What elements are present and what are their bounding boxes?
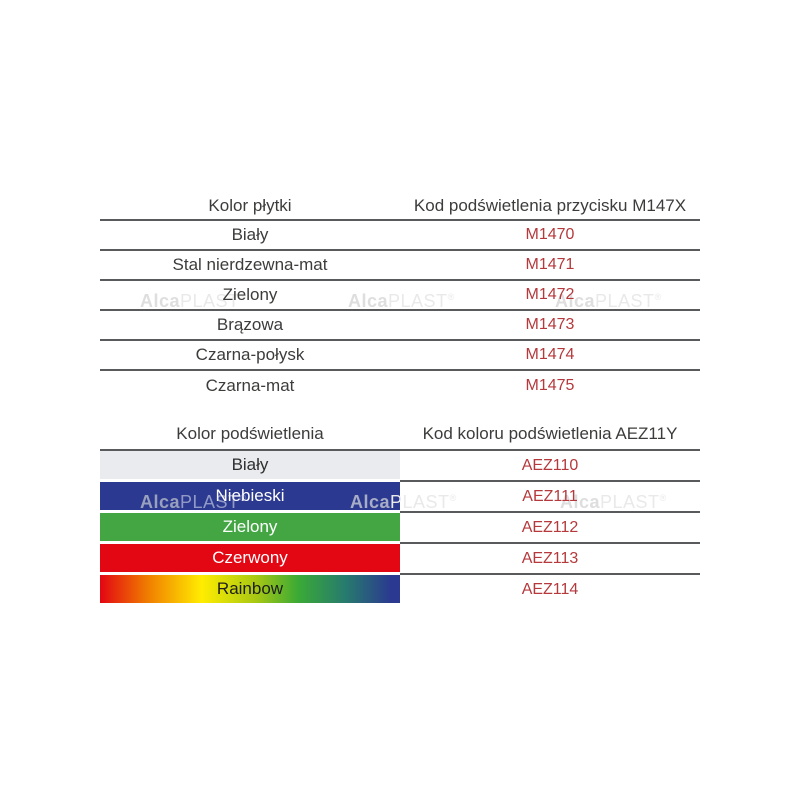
backlight-color-name: Rainbow: [216, 579, 284, 598]
plate-color-name: Brązowa: [216, 315, 284, 334]
table-backlight-colors: Kolor podświetlenia Kod koloru podświetl…: [100, 424, 700, 606]
product-code: AEZ111: [522, 487, 578, 505]
table-row: Czarna-połysk M1474: [100, 341, 700, 371]
color-swatch-red: Czerwony: [100, 544, 400, 572]
table2-header-backlight-color: Kolor podświetlenia: [176, 424, 324, 443]
table-row: Biały M1470: [100, 221, 700, 251]
plate-color-name: Czarna-mat: [205, 376, 295, 395]
color-swatch-blue: Niebieski: [100, 482, 400, 510]
product-code: AEZ112: [521, 518, 579, 536]
backlight-color-name: Biały: [231, 455, 269, 474]
backlight-color-name: Czerwony: [212, 548, 288, 567]
product-code: M1474: [525, 346, 575, 363]
table-row: Czerwony AEZ113: [100, 544, 700, 575]
product-code: AEZ114: [521, 580, 579, 598]
product-code: AEZ110: [521, 456, 579, 474]
table-plate-colors: Kolor płytki Kod podświetlenia przycisku…: [100, 196, 700, 401]
color-swatch-white: Biały: [100, 451, 400, 479]
product-code: AEZ113: [521, 549, 579, 567]
table1-header-row: Kolor płytki Kod podświetlenia przycisku…: [100, 196, 700, 221]
product-code: M1475: [525, 377, 575, 394]
table-row: Zielony M1472: [100, 281, 700, 311]
product-code: M1473: [525, 316, 575, 333]
product-code: M1471: [525, 256, 575, 273]
color-swatch-green: Zielony: [100, 513, 400, 541]
table-row: Czarna-mat M1475: [100, 371, 700, 401]
table-row: Rainbow AEZ114: [100, 575, 700, 606]
backlight-color-name: Zielony: [222, 517, 278, 536]
product-code: M1470: [525, 226, 575, 243]
table-row: Brązowa M1473: [100, 311, 700, 341]
backlight-color-name: Niebieski: [215, 486, 285, 505]
spec-sheet: Kolor płytki Kod podświetlenia przycisku…: [100, 196, 700, 606]
plate-color-name: Zielony: [222, 285, 278, 304]
table-row: Biały AEZ110: [100, 451, 700, 482]
table-row: Stal nierdzewna-mat M1471: [100, 251, 700, 281]
table1-header-code: Kod podświetlenia przycisku M147X: [413, 196, 687, 215]
plate-color-name: Czarna-połysk: [195, 345, 305, 364]
table1-header-plate-color: Kolor płytki: [208, 196, 292, 215]
product-code: M1472: [525, 286, 575, 303]
table2-header-code: Kod koloru podświetlenia AEZ11Y: [422, 424, 678, 443]
plate-color-name: Biały: [231, 225, 269, 244]
plate-color-name: Stal nierdzewna-mat: [172, 255, 328, 274]
table-row: Zielony AEZ112: [100, 513, 700, 544]
color-swatch-rainbow: Rainbow: [100, 575, 400, 603]
table2-header-row: Kolor podświetlenia Kod koloru podświetl…: [100, 424, 700, 451]
table-row: Niebieski AEZ111: [100, 482, 700, 513]
